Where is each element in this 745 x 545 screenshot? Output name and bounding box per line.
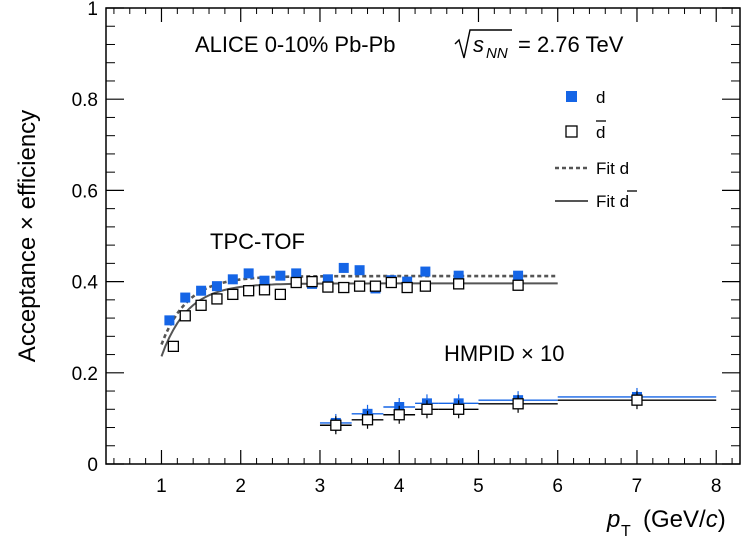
- data-point: [196, 285, 207, 296]
- y-tick-label: 0.2: [72, 364, 98, 385]
- title-energy: = 2.76 TeV: [518, 32, 624, 57]
- data-point: [513, 270, 524, 281]
- legend-label-d: d: [596, 88, 605, 107]
- data-point: [385, 276, 397, 289]
- annotation-hmpid: HMPID × 10: [444, 341, 564, 366]
- annotation-tpc-tof: TPC-TOF: [210, 229, 305, 254]
- y-tick-label: 1: [87, 0, 98, 20]
- data-points: [164, 262, 717, 435]
- x-tick-label: 4: [394, 476, 405, 497]
- data-point: [291, 268, 302, 279]
- data-point: [393, 409, 405, 421]
- x-tick-label: 6: [552, 476, 563, 497]
- legend-label-fit-d: Fit d: [596, 159, 629, 178]
- title-sqrt-s: s: [473, 32, 484, 57]
- x-axis-units-post: ): [718, 506, 726, 533]
- x-tick-label: 2: [235, 476, 246, 497]
- legend-label-dbar: d: [596, 123, 605, 142]
- legend-marker-d: [566, 91, 577, 102]
- legend-marker-dbar: [565, 125, 578, 138]
- data-point: [274, 288, 287, 301]
- data-point: [227, 288, 239, 301]
- data-point: [453, 403, 465, 415]
- y-tick-label: 0.8: [72, 90, 98, 111]
- data-point: [242, 285, 255, 297]
- title-sqrt-sub: NN: [486, 45, 508, 62]
- data-point: [180, 292, 191, 303]
- axis-ticks: 1 2 3 4 5 6 7 8 0 0.2 0.4 0.6 0.8 1: [72, 0, 740, 497]
- data-point: [338, 262, 349, 273]
- x-axis-units-pre: (GeV/: [643, 506, 706, 533]
- x-axis-units: (GeV/c): [643, 506, 726, 533]
- data-point: [631, 394, 643, 406]
- data-point: [164, 315, 175, 326]
- data-point: [402, 276, 413, 287]
- data-point: [512, 398, 524, 410]
- data-point: [453, 270, 464, 281]
- data-point: [259, 275, 270, 286]
- x-tick-label: 7: [632, 476, 643, 497]
- legend: d d Fit d Fit d: [555, 88, 637, 211]
- data-point: [211, 293, 223, 305]
- data-point: [322, 274, 333, 285]
- data-point: [401, 281, 413, 294]
- sqrt-symbol: [454, 29, 512, 59]
- data-point: [421, 403, 433, 415]
- data-point: [512, 279, 524, 291]
- fit-curve-d: [160, 274, 558, 345]
- data-point: [258, 284, 271, 296]
- data-point: [275, 270, 286, 281]
- data-point: [322, 281, 334, 293]
- x-axis-var: p: [606, 506, 620, 533]
- data-point: [338, 281, 350, 294]
- data-point: [419, 280, 432, 292]
- data-point: [453, 278, 465, 290]
- data-point: [227, 274, 238, 285]
- data-point: [420, 266, 431, 277]
- data-point: [243, 268, 254, 279]
- data-point: [369, 280, 382, 292]
- data-point: [179, 310, 191, 322]
- x-tick-label: 5: [473, 476, 484, 497]
- data-point: [306, 275, 318, 288]
- x-tick-label: 3: [315, 476, 326, 497]
- chart-title: ALICE 0-10% Pb-Pb s NN = 2.76 TeV: [195, 29, 624, 62]
- plot-frame: [105, 7, 741, 465]
- x-tick-label: 1: [156, 476, 167, 497]
- legend-label-fit-dbar: Fit d: [596, 192, 629, 211]
- y-axis-title: Acceptance × efficiency: [14, 110, 41, 362]
- x-axis-units-c: c: [706, 506, 718, 533]
- data-point: [195, 299, 207, 311]
- y-tick-label: 0: [87, 455, 98, 476]
- data-point: [354, 265, 365, 276]
- data-point: [353, 280, 366, 292]
- x-axis-title: p T (GeV/c): [606, 506, 726, 540]
- x-axis-var-sub: T: [621, 523, 631, 540]
- x-tick-label: 8: [711, 476, 722, 497]
- y-tick-label: 0.4: [72, 273, 99, 294]
- data-point: [211, 281, 222, 292]
- data-point: [290, 276, 302, 289]
- y-tick-label: 0.6: [72, 181, 98, 202]
- data-point: [361, 414, 374, 426]
- data-point: [330, 419, 342, 431]
- data-point: [167, 340, 180, 353]
- title-text: ALICE 0-10% Pb-Pb: [195, 32, 396, 57]
